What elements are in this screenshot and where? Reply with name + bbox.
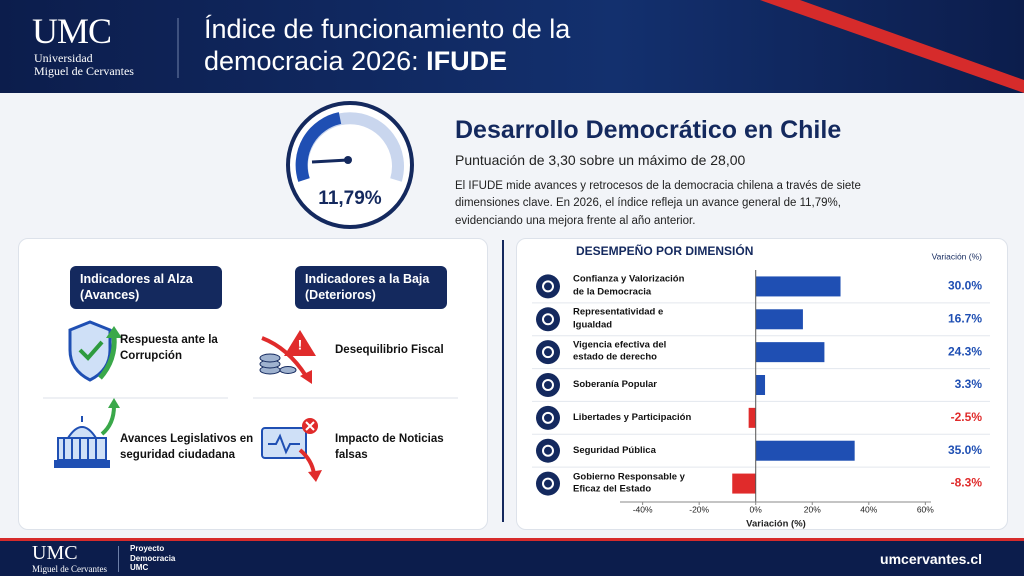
news-icon — [261, 418, 322, 482]
x-axis-title: Variación (%) — [746, 519, 806, 530]
value-label: 3.3% — [955, 377, 983, 391]
footer-university: Miguel de Cervantes — [32, 564, 107, 574]
chart-title: DESEMPEÑO POR DIMENSIÓN — [576, 243, 753, 258]
x-tick-label: -40% — [633, 504, 653, 514]
row-icon — [536, 274, 560, 299]
footer-logo: UMC — [32, 542, 78, 564]
university-line: Miguel de Cervantes — [34, 64, 134, 79]
row-icon-glyph — [542, 477, 554, 490]
row-icon — [536, 438, 560, 463]
category-label: Representatividad e Igualdad — [573, 306, 664, 331]
x-tick-label: 40% — [860, 504, 877, 514]
row-icon — [536, 405, 560, 430]
row-icon-glyph — [542, 313, 554, 326]
x-tick-label: 0% — [750, 504, 763, 514]
row-icon — [536, 307, 560, 332]
value-label: -8.3% — [951, 476, 983, 490]
category-label: Soberanía Popular — [573, 378, 657, 390]
summary-heading: Desarrollo Democrático en Chile — [455, 116, 842, 144]
row-icon-glyph — [542, 280, 554, 293]
summary-body: El IFUDE mide avances y retrocesos de la… — [455, 180, 861, 227]
summary-subheading: Puntuación de 3,30 sobre un máximo de 28… — [455, 152, 746, 168]
fiscal-icon: ! — [259, 330, 316, 384]
row-icon — [536, 471, 560, 496]
indicator-item: Desequilibrio Fiscal — [335, 344, 444, 356]
indicator-icons: ! — [43, 320, 458, 482]
gauge-hub — [344, 156, 352, 164]
footer-website: umcervantes.cl — [880, 551, 982, 567]
indicators-up-heading: Indicadores al Alza (Avances) — [70, 266, 222, 309]
shield-icon — [68, 320, 122, 382]
header-decoration — [177, 0, 1024, 93]
indicator-item: Respuesta ante la Corrupción — [120, 334, 218, 362]
category-label: Libertades y Participación — [573, 411, 692, 423]
bar — [755, 342, 825, 363]
logo: UMC — [32, 11, 112, 51]
value-label: 16.7% — [948, 311, 982, 325]
gauge-needle — [311, 158, 349, 164]
gauge-fill — [295, 112, 342, 182]
footer-project: Proyecto Democracia UMC — [130, 544, 176, 573]
header: UMC Universidad Miguel de Cervantes Índic… — [0, 0, 1024, 93]
value-label: 30.0% — [948, 279, 982, 293]
svg-text:!: ! — [298, 337, 303, 353]
footer: UMC Miguel de Cervantes Proyecto Democra… — [0, 538, 1024, 576]
x-tick-label: -20% — [689, 504, 709, 514]
row-icon-glyph — [542, 444, 554, 457]
footer-divider — [118, 546, 119, 572]
value-label: -2.5% — [951, 410, 983, 424]
indicators-down-heading: Indicadores a la Baja (Deterioros) — [295, 266, 447, 309]
indicator-item: Impacto de Noticias falsas — [335, 433, 444, 461]
bar — [755, 276, 841, 297]
university-name: Universidad Miguel de Cervantes — [34, 51, 134, 79]
gauge-value: 11,79% — [318, 188, 381, 209]
row-icon-glyph — [542, 379, 554, 391]
bar — [755, 309, 803, 330]
x-tick-label: 60% — [917, 504, 934, 514]
panel-divider — [502, 240, 504, 522]
bar — [732, 473, 756, 494]
bar — [755, 440, 855, 461]
column-header: Variación (%) — [932, 251, 983, 261]
indicator-item: Avances Legislativos en seguridad ciudad… — [120, 433, 254, 461]
value-label: 24.3% — [948, 344, 982, 358]
title-main: Índice de funcionamiento de la democraci… — [204, 14, 571, 77]
university-line: Universidad — [34, 51, 93, 65]
category-label: Confianza y Valorización de la Democraci… — [573, 274, 685, 298]
bar — [748, 407, 756, 428]
row-icon-glyph — [542, 346, 554, 359]
red-stripe — [760, 0, 1024, 93]
title-emphasis: IFUDE — [426, 46, 508, 77]
row-icon — [536, 373, 560, 397]
category-label: Vigencia efectiva del estado de derecho — [573, 339, 667, 364]
capitol-icon — [54, 398, 120, 468]
value-label: 35.0% — [948, 443, 982, 457]
row-icon-glyph — [542, 411, 554, 424]
row-icon — [536, 340, 560, 365]
gauge: 11,79% — [286, 101, 414, 229]
category-label: Gobierno Responsable y Eficaz del Estado — [573, 471, 685, 495]
x-tick-label: 20% — [804, 504, 821, 514]
page-title: Índice de funcionamiento de la democraci… — [204, 13, 624, 78]
bar — [755, 375, 766, 395]
category-label: Seguridad Pública — [573, 444, 656, 456]
